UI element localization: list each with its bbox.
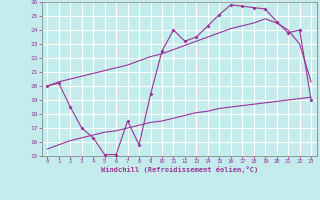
X-axis label: Windchill (Refroidissement éolien,°C): Windchill (Refroidissement éolien,°C) <box>100 166 258 173</box>
